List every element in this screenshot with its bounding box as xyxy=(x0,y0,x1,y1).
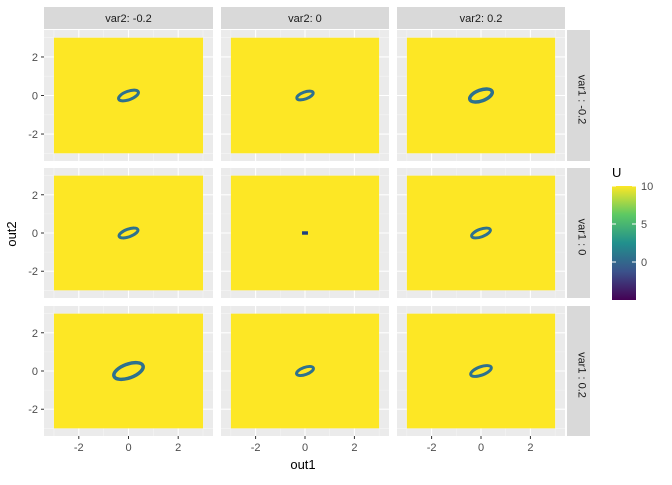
facet-strip-col-1: var2: 0 xyxy=(221,7,389,29)
facet-row-label: var1 : 0 xyxy=(576,219,588,256)
heat-fill xyxy=(406,313,556,429)
x-tick-label: 0 xyxy=(125,442,131,454)
x-tick-label: 2 xyxy=(527,442,533,454)
heat-fill xyxy=(53,175,204,291)
y-tick-label: 0 xyxy=(32,228,38,240)
panel-r1-c1 xyxy=(221,168,389,298)
y-tick-label: 2 xyxy=(32,190,38,202)
x-tick-label: 0 xyxy=(478,442,484,454)
x-tick-label: 0 xyxy=(302,442,308,454)
heat-fill xyxy=(53,37,204,154)
legend-tick-label: 10 xyxy=(641,181,653,193)
x-axis-title: out1 xyxy=(290,457,315,472)
facet-col-label: var2: 0.2 xyxy=(460,13,503,25)
facet-row-label: var1 : -0.2 xyxy=(576,75,588,125)
x-tick-label: 2 xyxy=(351,442,357,454)
panel-r0-c0 xyxy=(44,30,213,161)
panel-r1-c0 xyxy=(44,168,213,298)
legend-title: U xyxy=(612,165,621,180)
facet-strip-row-1: var1 : 0 xyxy=(567,168,590,298)
low-value-ring-core xyxy=(296,365,314,377)
strip-background xyxy=(221,7,389,29)
strip-background xyxy=(567,168,590,298)
facet-strips: var2: -0.2 var2: 0 var2: 0.2 var1 : -0.2 var… xyxy=(44,7,590,436)
y-tick-label: 0 xyxy=(32,91,38,103)
y-tick-label: 2 xyxy=(32,52,38,64)
y-tick-label: -2 xyxy=(28,404,38,416)
legend-colorbar xyxy=(612,186,636,300)
panel-r0-c2 xyxy=(397,30,565,161)
facet-strip-row-0: var1 : -0.2 xyxy=(567,30,590,161)
heat-fill xyxy=(406,37,556,154)
facet-strip-col-2: var2: 0.2 xyxy=(397,7,565,29)
panel-r2-c2 xyxy=(397,306,565,436)
low-value-ring-core xyxy=(469,88,493,103)
facet-panels xyxy=(44,30,565,436)
strip-background xyxy=(567,30,590,161)
y-tick-label: 0 xyxy=(32,366,38,378)
panel-r2-c1 xyxy=(221,306,389,436)
heat-fill xyxy=(230,313,380,429)
legend-tick-label: 5 xyxy=(641,219,647,231)
y-tick-label: -2 xyxy=(28,129,38,141)
strip-background xyxy=(44,7,213,29)
panel-r1-c2 xyxy=(397,168,565,298)
low-value-ring-core xyxy=(118,227,139,239)
low-value-ring-core xyxy=(118,89,139,102)
x-tick-label: 2 xyxy=(175,442,181,454)
legend-tick-label: 0 xyxy=(641,257,647,269)
low-value-ring-core xyxy=(296,90,314,101)
panel-r0-c1 xyxy=(221,30,389,161)
x-tick-label: -2 xyxy=(427,442,437,454)
strip-background xyxy=(567,306,590,436)
heat-fill xyxy=(53,313,204,429)
heat-fill xyxy=(406,175,556,291)
panel-r2-c0 xyxy=(44,306,213,436)
color-legend: U 10 5 0 xyxy=(612,165,653,300)
low-value-ring-core xyxy=(471,227,491,239)
low-value-ring-core xyxy=(470,365,492,377)
heat-fill xyxy=(230,37,380,154)
low-value-spot xyxy=(302,231,308,235)
facet-col-label: var2: 0 xyxy=(288,13,322,25)
axes: -2 0 2 -2 0 2 -2 0 2 -2 0 2 -2 0 2 -2 0 2 xyxy=(28,52,533,454)
facet-strip-row-2: var1 : 0.2 xyxy=(567,306,590,436)
facet-strip-col-0: var2: -0.2 xyxy=(44,7,213,29)
x-tick-label: -2 xyxy=(251,442,261,454)
x-tick-label: -2 xyxy=(74,442,84,454)
y-tick-label: 2 xyxy=(32,328,38,340)
strip-background xyxy=(397,7,565,29)
y-tick-label: -2 xyxy=(28,266,38,278)
low-value-ring-core xyxy=(113,362,144,380)
y-axis-title: out2 xyxy=(4,221,19,246)
facet-row-label: var1 : 0.2 xyxy=(576,352,588,398)
facet-col-label: var2: -0.2 xyxy=(105,13,151,25)
